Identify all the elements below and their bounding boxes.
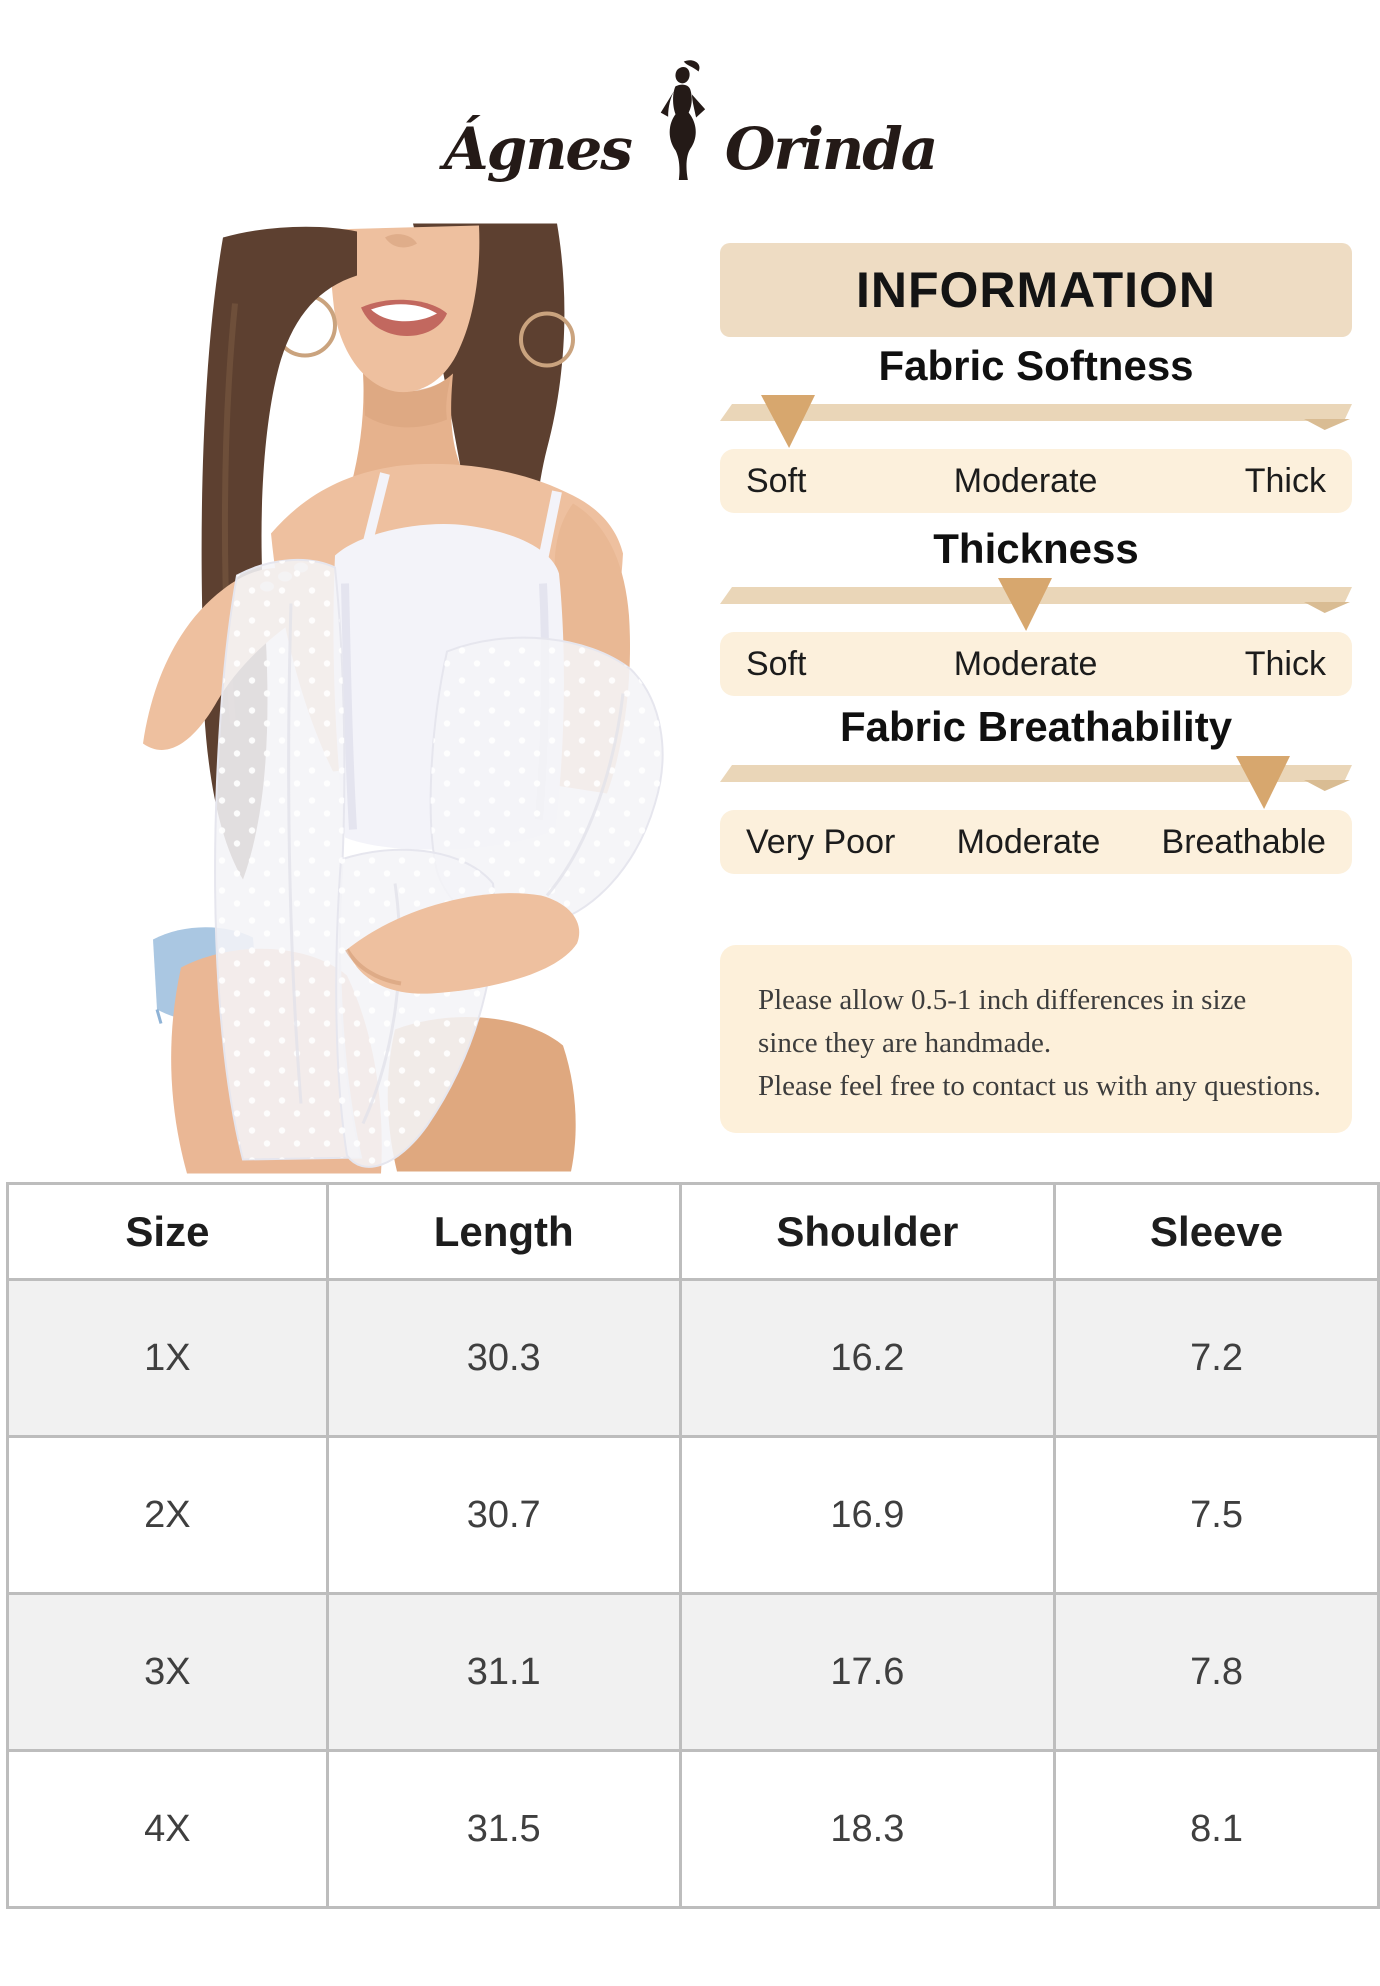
- fabric-softness-scale: Fabric Softness Soft Moderate Thick: [720, 342, 1352, 515]
- scale-bar: [720, 404, 1352, 421]
- table-cell: 31.1: [328, 1595, 679, 1749]
- scale-bar-fold: [1304, 419, 1350, 430]
- woman-silhouette-icon: [660, 60, 706, 181]
- scale-labels: Soft Moderate Thick: [720, 632, 1352, 696]
- scale-label-mid: Moderate: [953, 644, 1098, 683]
- table-cell: 30.3: [328, 1281, 679, 1435]
- note-line: since they are handmade.: [758, 1026, 1052, 1059]
- table-cell: 4X: [9, 1752, 326, 1906]
- table-cell: 17.6: [681, 1595, 1054, 1749]
- scale-label-low: Soft: [746, 461, 807, 500]
- scale-label-high: Thick: [1244, 644, 1326, 683]
- scale-arrow-icon: [1236, 756, 1290, 809]
- brand-name-first: Ágnes: [443, 115, 633, 183]
- table-cell: 31.5: [328, 1752, 679, 1906]
- brand-name-second: Orinda: [724, 115, 938, 183]
- model-illustration: [143, 223, 664, 1174]
- information-header: INFORMATION: [720, 243, 1352, 337]
- scale-label-high: Breathable: [1161, 822, 1326, 861]
- table-cell: 16.9: [681, 1438, 1054, 1592]
- fabric-breathability-scale: Fabric Breathability Very Poor Moderate …: [720, 703, 1352, 876]
- size-chart-table: Size Length Shoulder Sleeve 1X 30.3 16.2…: [6, 1182, 1380, 1909]
- table-cell: 30.7: [328, 1438, 679, 1592]
- scale-title: Fabric Softness: [878, 342, 1194, 389]
- scale-labels: Very Poor Moderate Breathable: [720, 810, 1352, 874]
- scale-arrow-icon: [998, 578, 1052, 631]
- scale-label-mid: Moderate: [953, 461, 1098, 500]
- table-cell: 16.2: [681, 1281, 1054, 1435]
- scale-bar: [720, 765, 1352, 782]
- table-cell: 2X: [9, 1438, 326, 1592]
- brand-logo: Ágnes Orinda: [0, 56, 1380, 184]
- scale-arrow-icon: [761, 395, 815, 448]
- table-cell: 7.8: [1056, 1595, 1377, 1749]
- scale-label-high: Thick: [1244, 461, 1326, 500]
- model-photo: [95, 222, 675, 1185]
- note-line: Please allow 0.5-1 inch differences in s…: [758, 984, 1247, 1016]
- scale-bar-fold: [1304, 602, 1350, 613]
- table-cell: 3X: [9, 1595, 326, 1749]
- table-cell: 18.3: [681, 1752, 1054, 1906]
- scale-title: Thickness: [933, 525, 1139, 572]
- thickness-scale: Thickness Soft Moderate Thick: [720, 525, 1352, 698]
- scale-label-low: Very Poor: [746, 822, 896, 861]
- table-cell: 1X: [9, 1281, 326, 1435]
- scale-label-low: Soft: [746, 644, 807, 683]
- column-header-size: Size: [9, 1185, 326, 1278]
- column-header-length: Length: [328, 1185, 679, 1278]
- scale-bar-fold: [1304, 780, 1350, 791]
- table-cell: 8.1: [1056, 1752, 1377, 1906]
- note-box: Please allow 0.5-1 inch differences in s…: [720, 945, 1352, 1133]
- scale-labels: Soft Moderate Thick: [720, 449, 1352, 513]
- table-cell: 7.5: [1056, 1438, 1377, 1592]
- column-header-shoulder: Shoulder: [681, 1185, 1054, 1278]
- scale-title: Fabric Breathability: [839, 703, 1233, 750]
- scale-label-mid: Moderate: [956, 822, 1101, 861]
- information-panel: INFORMATION Fabric Softness Soft Moderat…: [720, 243, 1352, 1148]
- table-cell: 7.2: [1056, 1281, 1377, 1435]
- column-header-sleeve: Sleeve: [1056, 1185, 1377, 1278]
- note-line: Please feel free to contact us with any …: [758, 1069, 1321, 1102]
